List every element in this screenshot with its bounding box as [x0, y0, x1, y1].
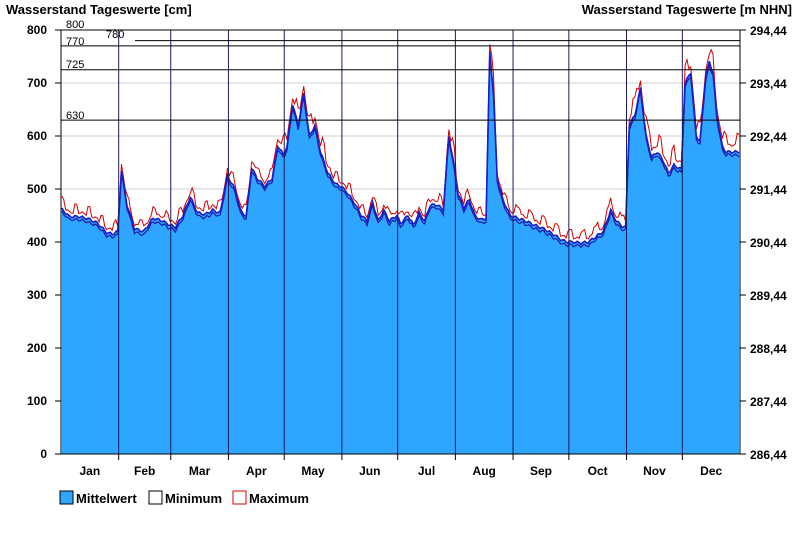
legend-label-mean: Mittelwert [76, 491, 137, 506]
x-tick-label-nov: Nov [643, 464, 666, 478]
x-tick-label-mar: Mar [189, 464, 211, 478]
x-tick-label-jan: Jan [79, 464, 100, 478]
y2-tick-label-0: 286,44 [750, 448, 787, 462]
y2-tick-label-3: 289,44 [750, 289, 787, 303]
x-axis-months: Jan Feb Mar Apr May Jun Jul Aug Sep Oct Nov Dec [79, 454, 722, 478]
x-tick-label-dec: Dec [700, 464, 722, 478]
y2-tick-label-5: 291,44 [750, 183, 787, 197]
y-tick-label-600: 600 [27, 129, 47, 143]
x-tick-label-aug: Aug [473, 464, 496, 478]
y-tick-label-0: 0 [40, 447, 47, 461]
y2-tick-label-7: 293,44 [750, 77, 787, 91]
y2-tick-label-1: 287,44 [750, 395, 787, 409]
legend-swatch-mean [59, 490, 74, 505]
reference-label-725: 725 [66, 59, 84, 71]
y-tick-label-800: 800 [27, 23, 47, 37]
legend-swatch-max [232, 490, 247, 505]
month-separators [118, 30, 683, 454]
legend-label-max: Maximum [249, 491, 309, 506]
x-tick-label-apr: Apr [246, 464, 267, 478]
legend: Mittelwert Minimum Maximum [59, 490, 309, 506]
y-tick-label-700: 700 [27, 76, 47, 90]
y-tick-label-500: 500 [27, 182, 47, 196]
x-tick-label-sep: Sep [530, 464, 552, 478]
y2-tick-label-4: 290,44 [750, 236, 787, 250]
y-axis-left: 0 100 200 300 400 500 600 700 800 [27, 23, 61, 461]
y-tick-label-400: 400 [27, 235, 47, 249]
x-tick-label-may: May [301, 464, 325, 478]
reference-label-800: 800 [66, 19, 84, 31]
legend-label-min: Minimum [165, 491, 222, 506]
x-tick-label-jun: Jun [359, 464, 380, 478]
series-area [61, 44, 740, 454]
chart-title-right: Wasserstand Tageswerte [m NHN] [582, 2, 792, 17]
x-tick-label-oct: Oct [588, 464, 608, 478]
y-tick-label-100: 100 [27, 394, 47, 408]
y2-tick-label-8: 294,44 [750, 24, 787, 38]
x-tick-label-feb: Feb [134, 464, 155, 478]
reference-label-770: 770 [66, 36, 84, 48]
y2-tick-label-2: 288,44 [750, 342, 787, 356]
y-tick-label-200: 200 [27, 341, 47, 355]
x-tick-label-jul: Jul [418, 464, 435, 478]
y2-tick-label-6: 292,44 [750, 130, 787, 144]
series-mean-area [61, 51, 740, 454]
reference-label-780: 780 [106, 29, 124, 41]
y-axis-right: 286,44 287,44 288,44 289,44 290,44 291,44 292,… [740, 24, 787, 462]
reference-label-630: 630 [66, 110, 84, 122]
chart-title-left: Wasserstand Tageswerte [cm] [6, 2, 192, 17]
y-tick-label-300: 300 [27, 288, 47, 302]
legend-swatch-min [148, 490, 163, 505]
